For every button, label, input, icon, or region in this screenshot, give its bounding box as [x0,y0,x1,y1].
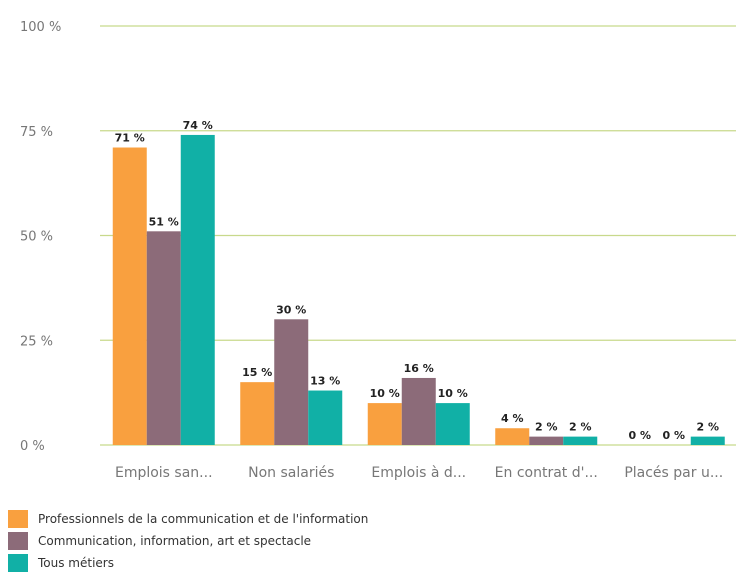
bar [495,428,530,445]
bar [112,147,147,445]
bar [367,403,402,445]
bar [690,436,725,445]
bar-value-label: 2 % [569,421,592,434]
bar [563,436,598,445]
bar [435,403,470,445]
bar-value-label: 15 % [242,366,272,379]
chart-legend: Professionnels de la communication et de… [8,508,368,574]
bar-chart: 0 % 25 % 50 % 75 % 100 % 71 % 51 % 74 % Emplois … [20,20,736,481]
x-tick-label: Emplois à d... [371,465,466,481]
bar-value-label: 30 % [276,303,306,316]
bar [274,319,309,445]
bar-value-label: 0 % [628,429,651,442]
bar-value-label: 71 % [115,132,145,145]
bar [401,377,436,445]
y-tick-label: 100 % [20,20,61,35]
bar [240,382,275,445]
bar-value-label: 16 % [404,362,434,375]
legend-swatch-communication [8,532,28,550]
bar [529,436,564,445]
legend-swatch-tous-metiers [8,554,28,572]
bar-value-label: 2 % [535,421,558,434]
bar-value-label: 74 % [183,119,213,132]
legend-label-professionnels: Professionnels de la communication et de… [38,512,369,526]
bar-value-label: 0 % [662,429,685,442]
bar-value-label: 51 % [149,215,179,228]
x-tick-label: En contrat d'... [495,465,598,481]
bar-value-label: 13 % [310,375,340,388]
legend-item-communication: Communication, information, art et spect… [8,530,368,552]
bar [308,390,343,445]
legend-item-tous-metiers: Tous métiers [8,552,368,574]
legend-swatch-professionnels [8,510,28,528]
legend-label-tous-metiers: Tous métiers [38,556,114,570]
x-tick-label: Placés par u... [624,465,723,481]
bar [180,134,215,445]
bar [146,231,181,445]
x-tick-label: Emplois san... [115,465,213,481]
legend-item-professionnels: Professionnels de la communication et de… [8,508,368,530]
y-tick-label: 25 % [20,334,53,349]
y-tick-label: 50 % [20,230,53,245]
bar-value-label: 2 % [696,421,719,434]
bar-value-label: 4 % [501,412,524,425]
bar-value-label: 10 % [370,387,400,400]
y-tick-label: 75 % [20,125,53,140]
y-tick-label: 0 % [20,439,45,454]
bar-value-label: 10 % [438,387,468,400]
x-tick-label: Non salariés [248,465,334,481]
legend-label-communication: Communication, information, art et spect… [38,534,312,548]
